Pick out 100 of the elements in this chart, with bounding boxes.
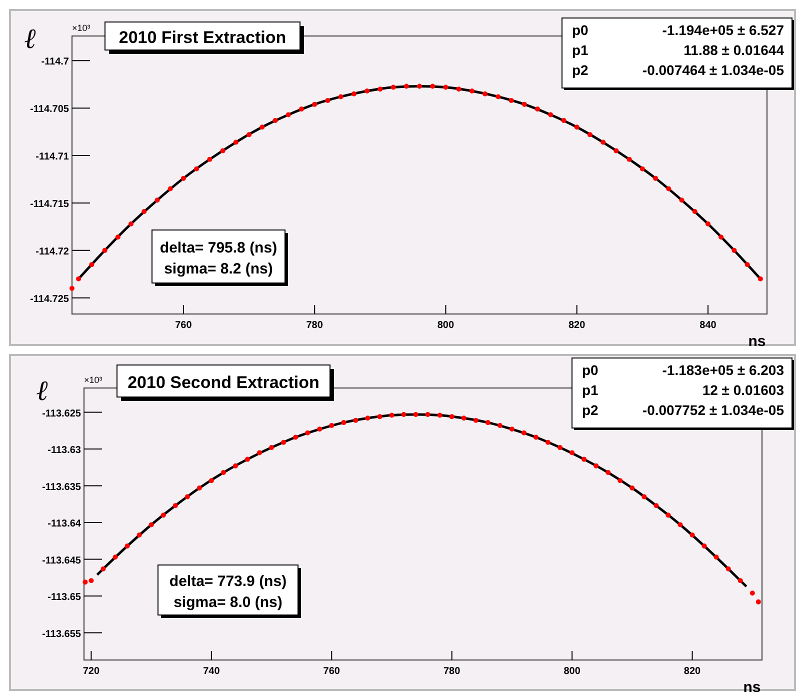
point [207, 156, 212, 162]
y-tick-label: -114.725 [30, 294, 70, 305]
point [341, 420, 346, 426]
point [172, 503, 178, 508]
y-tick-label: -114.7 [41, 56, 70, 68]
point [184, 494, 190, 500]
point [244, 456, 250, 462]
point [148, 522, 154, 528]
x-tick-label: 800 [564, 666, 581, 677]
point [654, 503, 659, 508]
point [496, 94, 501, 100]
point [257, 450, 262, 456]
x-tick-label: 780 [444, 666, 461, 677]
point [417, 84, 422, 89]
point [312, 102, 318, 107]
point [702, 544, 707, 549]
line-series [77, 85, 762, 280]
point [378, 86, 383, 92]
point [548, 112, 554, 118]
point [160, 512, 166, 518]
point [401, 412, 406, 417]
point [389, 412, 394, 418]
point [574, 124, 580, 130]
point [437, 412, 442, 418]
point [115, 234, 120, 240]
annotation: delta= 795.8 (ns) [160, 240, 278, 256]
y-tick-label: -113.635 [42, 482, 82, 493]
point [534, 434, 538, 440]
point [618, 478, 623, 484]
point [269, 445, 274, 450]
point [377, 414, 382, 420]
point [666, 512, 671, 518]
text: p0 -1.194e+05 ± 6.527 [572, 22, 784, 38]
point [690, 532, 695, 538]
point [220, 470, 226, 476]
y-tick-label: -114.72 [36, 246, 70, 258]
point [443, 84, 448, 90]
annotation: delta= 773.9 (ns) [169, 573, 287, 590]
y-axis-title: ℓ [24, 24, 36, 55]
point [112, 554, 118, 560]
y-tick-label: -114.71 [36, 152, 70, 163]
y-tick-label: -113.64 [48, 518, 82, 530]
point [758, 276, 763, 282]
chart-title: 2010 First Extraction [118, 28, 286, 47]
point [281, 440, 286, 445]
point [76, 276, 82, 282]
x-tick-label: 740 [203, 666, 220, 677]
text: p2 -0.007464 ± 1.034e-05 [572, 62, 784, 78]
point [726, 566, 731, 572]
text: p2 -0.007752 ± 1.034e-05 [582, 402, 784, 418]
point [509, 426, 514, 432]
point [220, 148, 226, 154]
text: p1 12 ± 0.01603 [582, 382, 784, 398]
y-tick-label: -113.65 [48, 592, 82, 604]
point [317, 426, 322, 432]
point [246, 132, 252, 138]
point [365, 416, 370, 421]
point [325, 98, 330, 104]
point [272, 118, 278, 123]
point [614, 148, 619, 154]
point [329, 422, 334, 428]
x-tick-label: 840 [700, 320, 717, 331]
point [561, 118, 566, 123]
y-tick-label: -113.625 [42, 408, 82, 420]
y-axis-title: ℓ [36, 376, 48, 407]
x-axis-title: ns [743, 679, 761, 695]
point [718, 234, 724, 240]
point [714, 554, 719, 560]
point [351, 91, 356, 96]
point [298, 106, 304, 112]
x-tick-label: 800 [437, 320, 455, 331]
point [456, 86, 462, 92]
point [497, 422, 502, 428]
point [194, 166, 200, 172]
point [606, 470, 611, 476]
point [425, 412, 430, 417]
point [142, 209, 147, 214]
point [558, 445, 563, 450]
point [168, 186, 173, 192]
point [100, 566, 106, 572]
point [582, 456, 587, 462]
annotation: sigma= 8.2 (ns) [164, 260, 273, 278]
point [600, 140, 606, 145]
x-tick-label: 820 [684, 666, 702, 677]
point [233, 140, 238, 145]
point [70, 286, 74, 291]
text: p0 -1.183e+05 ± 6.203 [582, 362, 784, 378]
y-tick-label: -114.705 [30, 104, 70, 116]
point [666, 186, 672, 192]
point [430, 84, 436, 89]
y-tick-label: -114.715 [30, 198, 70, 210]
point [570, 450, 575, 456]
point [521, 430, 526, 436]
point [508, 98, 514, 104]
point [305, 430, 310, 436]
point [678, 522, 683, 528]
point [473, 418, 478, 423]
y-tick-label: -113.655 [42, 628, 82, 640]
text: p1 11.88 ± 0.01644 [572, 42, 784, 58]
point [404, 84, 409, 89]
